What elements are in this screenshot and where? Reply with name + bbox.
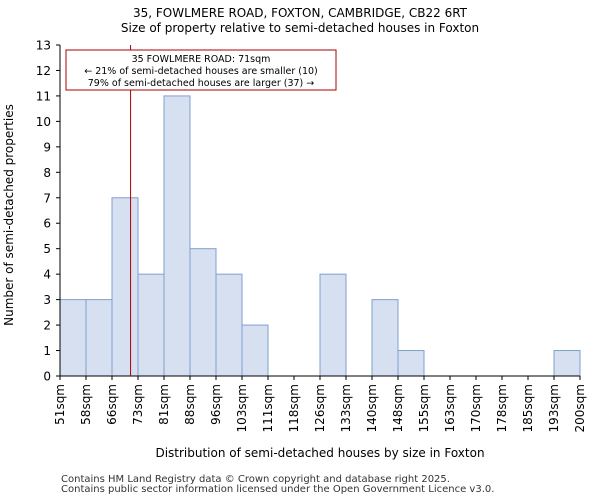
bar-58sqm: [85, 299, 113, 377]
bar-96sqm: [215, 273, 243, 377]
bar-193sqm: [553, 350, 581, 377]
footer-attribution: Contains HM Land Registry data © Crown c…: [61, 475, 494, 495]
x-tick-label: 73sqm: [131, 384, 145, 425]
chart-subtitle: Size of property relative to semi-detach…: [121, 21, 479, 35]
y-tick-label: 0: [43, 370, 51, 384]
x-tick-label: 193sqm: [547, 384, 561, 432]
annotation-line-1: 35 FOWLMERE ROAD: 71sqm: [132, 54, 271, 65]
x-tick-label: 178sqm: [495, 384, 509, 432]
x-tick-label: 170sqm: [469, 384, 483, 432]
bar-140sqm: [371, 299, 399, 377]
x-tick-label: 118sqm: [287, 384, 301, 432]
y-tick-label: 8: [43, 166, 51, 180]
x-tick-label: 111sqm: [261, 384, 275, 432]
bar-81sqm: [163, 95, 191, 377]
y-tick-label: 10: [36, 115, 51, 129]
annotation-line-2: ← 21% of semi-detached houses are smalle…: [84, 66, 318, 77]
y-tick-label: 7: [43, 191, 51, 205]
x-tick-label: 88sqm: [183, 384, 197, 425]
x-tick-label: 66sqm: [105, 384, 119, 425]
x-tick-label: 58sqm: [79, 384, 93, 425]
y-tick-label: 12: [36, 64, 51, 78]
x-tick-label: 81sqm: [157, 384, 171, 425]
y-tick-label: 1: [43, 344, 51, 358]
x-tick-label: 103sqm: [235, 384, 249, 432]
x-tick-label: 51sqm: [53, 384, 67, 425]
bar-88sqm: [189, 248, 217, 377]
annotation-box: [65, 49, 337, 91]
y-tick-label: 11: [36, 89, 51, 103]
x-tick-label: 185sqm: [521, 384, 535, 432]
x-tick-label: 140sqm: [365, 384, 379, 432]
x-tick-label: 155sqm: [417, 384, 431, 432]
x-tick-label: 133sqm: [339, 384, 353, 432]
y-tick-label: 5: [43, 242, 51, 256]
bar-73sqm: [137, 273, 165, 377]
y-tick-label: 4: [43, 268, 51, 282]
chart-title: 35, FOWLMERE ROAD, FOXTON, CAMBRIDGE, CB…: [133, 6, 468, 20]
bar-148sqm: [397, 350, 425, 377]
x-axis-label: Distribution of semi-detached houses by …: [155, 446, 484, 460]
y-tick-label: 6: [43, 217, 51, 231]
footer-line-1: Contains HM Land Registry data © Crown c…: [61, 474, 450, 485]
footer-line-2: Contains public sector information licen…: [61, 484, 495, 495]
marker-annotation: 35 FOWLMERE ROAD: 71sqm ← 21% of semi-de…: [65, 49, 337, 91]
bar-51sqm: [59, 299, 87, 377]
x-tick-label: 126sqm: [313, 384, 327, 432]
y-tick-label: 3: [43, 293, 51, 307]
x-tick-label: 148sqm: [391, 384, 405, 432]
bar-66sqm: [111, 197, 139, 377]
y-axis-label: Number of semi-detached properties: [2, 104, 16, 326]
y-tick-label: 13: [36, 39, 51, 53]
y-tick-label: 9: [43, 140, 51, 154]
x-tick-label: 163sqm: [443, 384, 457, 432]
x-tick-label: 96sqm: [209, 384, 223, 425]
annotation-line-3: 79% of semi-detached houses are larger (…: [88, 78, 315, 89]
bar-126sqm: [319, 273, 347, 377]
x-tick-label: 200sqm: [573, 384, 587, 432]
y-tick-label: 2: [43, 319, 51, 333]
bar-103sqm: [241, 324, 269, 377]
